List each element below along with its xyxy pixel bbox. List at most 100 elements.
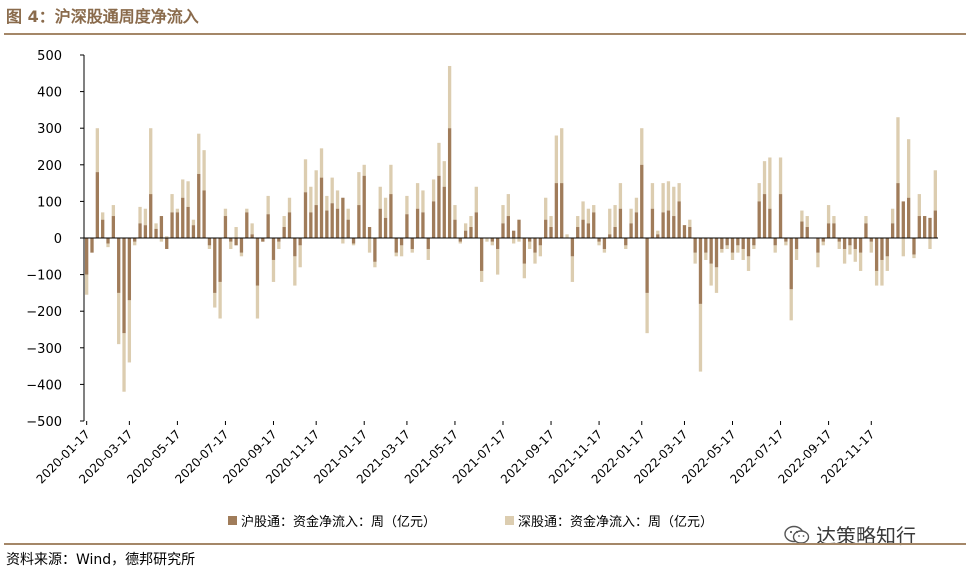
bar-sz-122 bbox=[736, 245, 740, 253]
bar-sh-71 bbox=[463, 230, 468, 238]
bar-sz-18 bbox=[181, 179, 185, 198]
bar-sz-22 bbox=[202, 150, 206, 191]
bar-sz-45 bbox=[325, 195, 329, 211]
bar-sh-20 bbox=[191, 225, 196, 238]
bar-sh-149 bbox=[880, 238, 884, 260]
bar-sz-79 bbox=[506, 194, 510, 217]
bar-sz-126 bbox=[757, 183, 761, 202]
bar-sh-85 bbox=[538, 238, 543, 246]
bar-sz-19 bbox=[186, 181, 190, 207]
bar-sh-96 bbox=[597, 238, 601, 242]
bar-sz-123 bbox=[741, 248, 745, 260]
bar-sz-111 bbox=[677, 183, 681, 202]
bar-sh-24 bbox=[213, 238, 217, 293]
bar-sh-45 bbox=[325, 210, 329, 238]
bar-sh-89 bbox=[560, 183, 564, 238]
legend-sz-label: 深股通：资金净流入：周（亿元） bbox=[518, 515, 714, 530]
bar-sz-9 bbox=[133, 241, 137, 246]
bar-sz-13 bbox=[154, 223, 158, 229]
bar-sh-46 bbox=[330, 203, 334, 238]
bar-sz-49 bbox=[346, 208, 350, 220]
bar-sz-119 bbox=[720, 248, 724, 253]
bar-sz-0 bbox=[85, 274, 89, 295]
bar-sz-74 bbox=[479, 270, 484, 282]
bar-sh-155 bbox=[912, 238, 916, 255]
bar-sh-130 bbox=[778, 194, 783, 238]
bar-sh-7 bbox=[122, 238, 126, 334]
bar-sh-145 bbox=[858, 238, 863, 253]
y-tick-label: −500 bbox=[26, 415, 62, 430]
bar-sz-148 bbox=[874, 270, 879, 286]
bar-sh-47 bbox=[335, 208, 340, 238]
bar-sz-84 bbox=[533, 252, 537, 264]
bar-sh-0 bbox=[85, 238, 89, 275]
source-note: 资料来源：Wind，德邦研究所 bbox=[6, 552, 196, 568]
bar-sh-61 bbox=[410, 238, 414, 249]
bar-sh-33 bbox=[261, 238, 265, 242]
bar-sz-76 bbox=[490, 241, 494, 246]
bar-sz-149 bbox=[880, 259, 884, 286]
bar-sz-156 bbox=[917, 194, 921, 217]
bar-sh-116 bbox=[704, 238, 708, 253]
bar-sh-134 bbox=[800, 221, 804, 238]
bar-sz-107 bbox=[656, 230, 660, 235]
bar-sz-142 bbox=[842, 248, 847, 264]
bar-sh-60 bbox=[405, 214, 409, 238]
bar-sz-64 bbox=[426, 248, 430, 260]
bar-sz-108 bbox=[661, 183, 665, 213]
bar-sz-82 bbox=[522, 263, 526, 279]
bar-sh-124 bbox=[746, 238, 751, 257]
bar-sh-53 bbox=[367, 227, 372, 238]
bar-sh-141 bbox=[837, 238, 841, 242]
bar-sz-118 bbox=[714, 267, 719, 293]
bar-sh-128 bbox=[768, 208, 772, 238]
bar-sz-42 bbox=[309, 186, 313, 213]
bar-sh-93 bbox=[581, 219, 585, 238]
bar-sz-41 bbox=[303, 159, 308, 193]
bar-sh-3 bbox=[101, 219, 105, 238]
bar-sh-91 bbox=[570, 238, 575, 257]
bar-sz-109 bbox=[666, 181, 671, 211]
bar-sh-110 bbox=[672, 216, 676, 238]
bar-sz-11 bbox=[143, 208, 148, 226]
bar-sz-6 bbox=[117, 292, 121, 345]
bar-sz-16 bbox=[170, 194, 174, 213]
bar-sz-2 bbox=[95, 128, 99, 173]
bar-sh-15 bbox=[165, 238, 169, 249]
bar-sh-102 bbox=[629, 223, 633, 238]
bar-sz-135 bbox=[805, 216, 809, 228]
bar-sz-78 bbox=[501, 205, 505, 224]
bar-sz-35 bbox=[271, 259, 276, 282]
bar-sz-128 bbox=[768, 157, 772, 209]
bar-sh-68 bbox=[447, 128, 452, 238]
bar-sz-98 bbox=[608, 208, 612, 235]
bar-sh-95 bbox=[592, 212, 596, 238]
bar-sh-119 bbox=[720, 238, 724, 249]
bar-sh-63 bbox=[421, 212, 425, 238]
bar-sh-109 bbox=[666, 210, 671, 238]
bar-sz-62 bbox=[415, 183, 420, 209]
bar-sh-129 bbox=[773, 238, 777, 246]
bar-sz-152 bbox=[896, 117, 900, 184]
bar-sz-95 bbox=[592, 205, 596, 213]
bar-sz-144 bbox=[853, 248, 857, 262]
bar-sh-49 bbox=[346, 219, 350, 238]
bar-sz-110 bbox=[672, 186, 676, 217]
bar-sh-38 bbox=[287, 212, 292, 238]
bar-sz-81 bbox=[517, 238, 521, 242]
bar-sh-77 bbox=[496, 238, 500, 249]
bar-sh-92 bbox=[576, 227, 580, 238]
bar-sz-61 bbox=[410, 248, 414, 253]
bar-sh-81 bbox=[517, 219, 521, 238]
bar-sz-46 bbox=[330, 177, 334, 204]
bar-sz-151 bbox=[890, 208, 895, 224]
bar-sh-135 bbox=[805, 227, 809, 238]
bar-sz-85 bbox=[538, 245, 543, 257]
y-tick-label: −400 bbox=[26, 378, 62, 393]
bar-sz-66 bbox=[437, 142, 441, 176]
bar-sz-121 bbox=[730, 252, 735, 260]
bar-sz-21 bbox=[197, 133, 201, 174]
bar-sh-5 bbox=[111, 216, 116, 238]
bar-sz-125 bbox=[752, 245, 756, 249]
legend-sz-swatch bbox=[505, 516, 514, 525]
